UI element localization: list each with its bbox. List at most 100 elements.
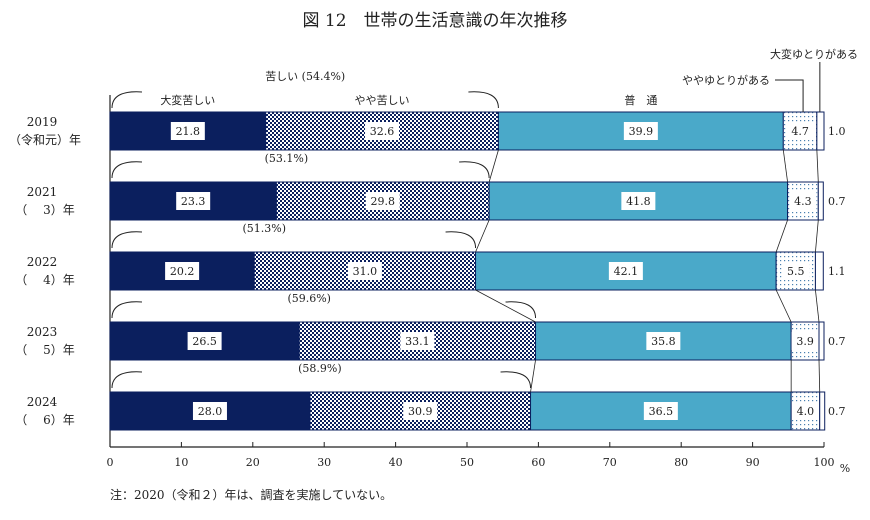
- group-total-label: (59.6%): [287, 292, 331, 305]
- leader-line: [775, 79, 804, 112]
- group-total-label: (51.3%): [242, 222, 286, 235]
- plot-area: 0 10 20 30 40 50 60 70 80 90 100 % 21.8 32.6 39.9 4.7 1.…: [9, 47, 858, 475]
- value-label-bg: [365, 122, 400, 140]
- x-tick-label: 10: [174, 456, 188, 469]
- connector-line: [818, 359, 821, 393]
- era-label: （令和元）年: [9, 132, 81, 147]
- bar-segment: [817, 181, 824, 221]
- year-label: 2021: [27, 185, 58, 199]
- value-label: 23.3: [181, 195, 206, 208]
- connector-line: [775, 219, 788, 253]
- bar-segment: [818, 321, 825, 361]
- x-tick-label: 70: [603, 456, 617, 469]
- group-total-label: (53.1%): [265, 152, 309, 165]
- connector-line: [815, 219, 819, 253]
- series-label: 普 通: [624, 93, 657, 107]
- group-total-label: (58.9%): [298, 362, 342, 375]
- value-label: 30.9: [408, 405, 433, 418]
- chart-note: 注：2020（令和２）年は、調査を実施していない。: [110, 487, 392, 502]
- bar-segment: [819, 391, 826, 431]
- bar-segment: [814, 251, 824, 291]
- year-label: 2024: [27, 395, 58, 409]
- series-label: ややゆとりがある: [682, 73, 770, 87]
- value-label-bg: [782, 262, 810, 280]
- era-label: （ 6）年: [15, 413, 74, 427]
- value-label-bg: [403, 402, 438, 420]
- group-bracket: [111, 91, 499, 109]
- value-label: 20.2: [170, 265, 195, 278]
- value-label: 41.8: [626, 195, 651, 208]
- value-label-bg: [608, 262, 643, 280]
- value-label: 0.7: [828, 405, 846, 418]
- group-bracket: [111, 161, 490, 179]
- x-tick-label: 0: [107, 456, 114, 469]
- value-label: 4.7: [791, 125, 809, 138]
- value-label-bg: [623, 122, 658, 140]
- value-label: 1.1: [828, 265, 846, 278]
- value-label-bg: [789, 192, 817, 210]
- value-label-bg: [646, 332, 681, 350]
- connector-line: [816, 149, 819, 183]
- value-label-bg: [176, 192, 211, 210]
- x-unit-label: %: [840, 462, 850, 475]
- x-tick-label: 40: [389, 456, 403, 469]
- x-tick-label: 20: [246, 456, 260, 469]
- x-tick-label: 90: [746, 456, 760, 469]
- value-label: 39.9: [629, 125, 654, 138]
- x-tick-label: 30: [317, 456, 331, 469]
- value-label-bg: [791, 332, 819, 350]
- value-label: 35.8: [651, 335, 676, 348]
- connector-line: [475, 289, 536, 323]
- group-bracket: [111, 371, 532, 389]
- group-bracket: [111, 301, 537, 319]
- value-label: 32.6: [370, 125, 395, 138]
- x-tick-label: 100: [814, 456, 835, 469]
- year-label: 2023: [27, 325, 58, 339]
- connector-line: [488, 149, 499, 183]
- value-label-bg: [400, 332, 435, 350]
- value-label: 42.1: [614, 265, 639, 278]
- value-label-bg: [786, 122, 814, 140]
- value-label: 26.5: [192, 335, 217, 348]
- value-label-bg: [170, 122, 205, 140]
- value-label: 4.3: [794, 195, 812, 208]
- value-label-bg: [347, 262, 382, 280]
- value-label-bg: [621, 192, 656, 210]
- year-label: 2019: [27, 115, 58, 129]
- value-label: 29.8: [370, 195, 395, 208]
- connector-line: [475, 219, 490, 253]
- value-label: 5.5: [787, 265, 805, 278]
- x-tick-label: 60: [531, 456, 545, 469]
- value-label: 1.0: [828, 125, 846, 138]
- x-tick-label: 50: [460, 456, 474, 469]
- value-label: 3.9: [796, 335, 814, 348]
- connector-line: [815, 289, 820, 323]
- value-label: 4.0: [797, 405, 815, 418]
- value-label: 0.7: [828, 335, 846, 348]
- value-label: 31.0: [353, 265, 378, 278]
- connector-line: [530, 359, 536, 393]
- value-label: 21.8: [176, 125, 201, 138]
- value-label: 33.1: [405, 335, 430, 348]
- era-label: （ 3）年: [15, 203, 74, 217]
- bar-segment: [816, 111, 825, 151]
- value-label: 0.7: [828, 195, 846, 208]
- connector-line: [782, 149, 788, 183]
- connector-line: [775, 289, 792, 323]
- group-total-label: 苦しい (54.4%): [265, 70, 345, 83]
- year-label: 2022: [27, 255, 58, 269]
- era-label: （ 4）年: [15, 273, 74, 287]
- value-label: 36.5: [649, 405, 674, 418]
- value-label-bg: [365, 192, 400, 210]
- value-label-bg: [791, 402, 819, 420]
- value-label-bg: [187, 332, 222, 350]
- value-label-bg: [643, 402, 678, 420]
- x-tick-label: 80: [674, 456, 688, 469]
- era-label: （ 5）年: [15, 343, 74, 357]
- value-label: 28.0: [198, 405, 223, 418]
- group-bracket: [111, 231, 477, 249]
- series-label: 大変ゆとりがある: [770, 47, 858, 61]
- series-label: 大変苦しい: [160, 93, 215, 107]
- chart-title: 図 12 世帯の生活意識の年次推移: [302, 11, 567, 31]
